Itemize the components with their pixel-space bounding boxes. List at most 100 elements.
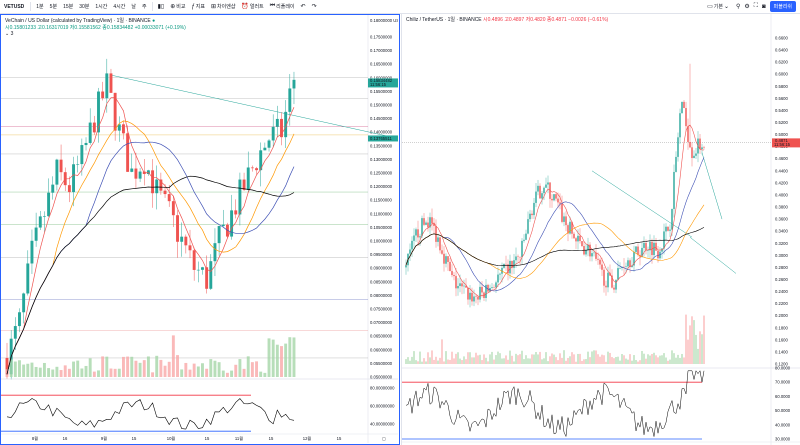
- left-candle: [213, 243, 217, 262]
- publish-button[interactable]: 퍼블리쉬: [769, 1, 796, 12]
- left-volume-bar: [280, 346, 283, 377]
- symbol-search-button[interactable]: VETUSD: [4, 3, 25, 10]
- right-candle: [509, 260, 511, 274]
- right-volume-bar: [685, 314, 687, 364]
- right-volume-bar: [629, 354, 631, 364]
- left-sub-count: 3: [10, 31, 14, 37]
- search-icon[interactable]: ⚲: [735, 4, 741, 10]
- undo-button[interactable]: ↶: [298, 3, 309, 10]
- left-volume-bar: [246, 356, 250, 377]
- right-volume-bar: [667, 360, 669, 364]
- undo-icon: ↶: [300, 4, 306, 10]
- left-volume-bar: [105, 356, 109, 377]
- right-volume-bar: [617, 356, 619, 364]
- right-candle: [683, 101, 685, 109]
- right-candle: [563, 216, 565, 222]
- left-collapse[interactable]: ⌄ 3: [5, 31, 13, 37]
- interval-5m[interactable]: 5분: [49, 4, 58, 10]
- left-candle: [196, 269, 200, 271]
- right-chart-canvas[interactable]: 0.6600 0.6400 0.6200 0.6000 0.5800 0.5600 0.54…: [402, 14, 800, 445]
- right-price-tick: 0.4400: [775, 168, 788, 173]
- right-volume-bar: [631, 360, 633, 364]
- right-volume-bar: [609, 352, 611, 364]
- left-ohlc-values: 시0.15801233 고0.16317019 저0.15581562 종0.1…: [5, 25, 186, 31]
- interval-1h[interactable]: 1시간: [95, 4, 108, 10]
- right-volume-bar: [627, 359, 629, 364]
- right-volume-bar: [695, 334, 697, 364]
- right-candle: [519, 256, 521, 258]
- redo-button[interactable]: ↷: [309, 3, 320, 10]
- right-volume-bar: [449, 359, 451, 364]
- right-candle: [413, 235, 415, 241]
- alert-label: 얼러트: [249, 4, 264, 10]
- left-volume-bar: [121, 356, 125, 377]
- compare-button[interactable]: ⊕ 비교: [167, 3, 188, 10]
- interval-week[interactable]: 주: [141, 4, 147, 10]
- indicators-label: 지표: [195, 4, 205, 10]
- replay-label: 리플레이: [276, 4, 295, 10]
- left-volume-bar: [97, 370, 100, 377]
- toolbar-divider: [30, 2, 32, 11]
- left-candle: [22, 293, 26, 313]
- interval-30m[interactable]: 30분: [79, 4, 90, 10]
- right-volume-bar: [601, 354, 603, 364]
- right-volume-bar: [693, 320, 695, 364]
- left-ma-long: [6, 175, 295, 375]
- interval-15m[interactable]: 15분: [63, 4, 74, 10]
- interval-day[interactable]: 날: [131, 4, 136, 10]
- left-chart-pane[interactable]: 0.17500000 0.17000000 0.16500000 0.16000000…: [0, 14, 400, 445]
- right-volume-bar: [565, 360, 567, 364]
- right-volume-bar: [691, 316, 693, 364]
- left-volume-bar: [184, 362, 188, 377]
- left-volume-bar: [18, 360, 21, 377]
- right-candle: [611, 275, 613, 288]
- left-price-tick: 0.08000000: [370, 293, 393, 298]
- right-candle: [561, 203, 563, 222]
- replay-button[interactable]: ⏮ 리플레이: [267, 3, 298, 10]
- layout-icon: ▭: [707, 4, 713, 10]
- right-volume-bar: [607, 351, 609, 364]
- right-price-tick: 0.3400: [775, 229, 788, 234]
- left-volume-bar: [42, 362, 46, 377]
- layout-select[interactable]: ▭ 기본 ⌄: [704, 3, 732, 10]
- left-price-tick: 0.12000000: [370, 184, 393, 189]
- right-candle: [441, 250, 443, 254]
- right-price-tick: 0.2200: [775, 301, 788, 306]
- left-candle: [246, 167, 250, 190]
- right-candle: [699, 138, 701, 150]
- layout-button[interactable]: ⊞ 차이엔샵: [208, 3, 238, 10]
- right-volume-bar: [619, 360, 621, 364]
- right-volume-bar: [683, 357, 685, 364]
- chart-type-button[interactable]: ▮▯: [155, 3, 168, 10]
- fullscreen-icon[interactable]: ⛶: [753, 3, 758, 9]
- left-volume-bar: [163, 365, 167, 377]
- right-volume-bar: [485, 357, 487, 364]
- settings-icon[interactable]: ⚙: [744, 4, 750, 10]
- right-candle: [529, 213, 531, 220]
- right-candle: [547, 182, 549, 185]
- right-volume-bar: [659, 355, 661, 364]
- camera-icon[interactable]: ◙: [761, 3, 766, 10]
- left-candle: [292, 79, 296, 89]
- right-candle: [511, 260, 513, 268]
- left-chart-canvas[interactable]: 0.17500000 0.17000000 0.16500000 0.16000000…: [1, 15, 398, 443]
- right-candle: [675, 156, 677, 172]
- right-candle: [591, 253, 593, 257]
- left-candle: [146, 170, 150, 175]
- right-candle: [607, 272, 609, 288]
- right-chart-pane[interactable]: 0.6600 0.6400 0.6200 0.6000 0.5800 0.5600 0.54…: [401, 14, 800, 445]
- alert-button[interactable]: ⏰ 얼러트: [238, 3, 266, 10]
- interval-4h[interactable]: 4시간: [113, 4, 126, 10]
- indicators-button[interactable]: ƒ 지표: [188, 3, 208, 11]
- interval-1m[interactable]: 1분: [36, 4, 44, 10]
- right-volume-bar: [537, 354, 539, 364]
- right-candle: [433, 223, 435, 226]
- right-volume-bar: [511, 355, 513, 364]
- left-candle: [242, 179, 246, 190]
- right-volume-bar: [417, 361, 419, 364]
- left-candle: [263, 147, 267, 151]
- right-volume-bar: [499, 353, 501, 364]
- right-volume-bar: [431, 350, 433, 364]
- right-candle: [471, 292, 473, 302]
- right-volume-bar: [451, 351, 453, 364]
